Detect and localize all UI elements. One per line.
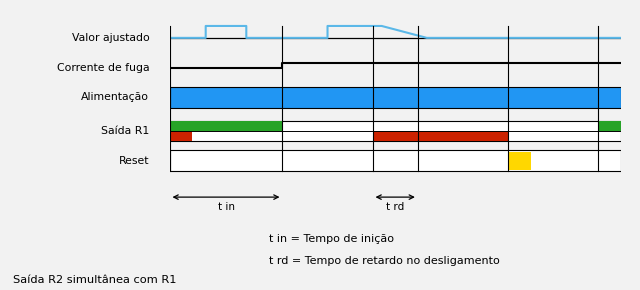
Bar <box>170 151 621 171</box>
Text: t in: t in <box>218 202 234 212</box>
Text: Saída R2 simultânea com R1: Saída R2 simultânea com R1 <box>13 275 176 285</box>
Text: t in = Tempo de inição: t in = Tempo de inição <box>269 234 394 244</box>
Text: Valor ajustado: Valor ajustado <box>72 33 149 43</box>
Bar <box>170 87 621 108</box>
Bar <box>170 121 282 131</box>
Text: Reset: Reset <box>119 156 149 166</box>
Text: Alimentação: Alimentação <box>81 93 149 102</box>
Text: Saída R1: Saída R1 <box>101 126 149 136</box>
Bar <box>372 131 508 141</box>
Bar <box>170 131 192 141</box>
Text: Corrente de fuga: Corrente de fuga <box>57 63 149 72</box>
Text: t rd = Tempo de retardo no desligamento: t rd = Tempo de retardo no desligamento <box>269 256 500 266</box>
Bar <box>508 152 531 170</box>
Text: t rd: t rd <box>386 202 404 212</box>
Bar <box>170 121 621 141</box>
Bar <box>598 121 621 131</box>
